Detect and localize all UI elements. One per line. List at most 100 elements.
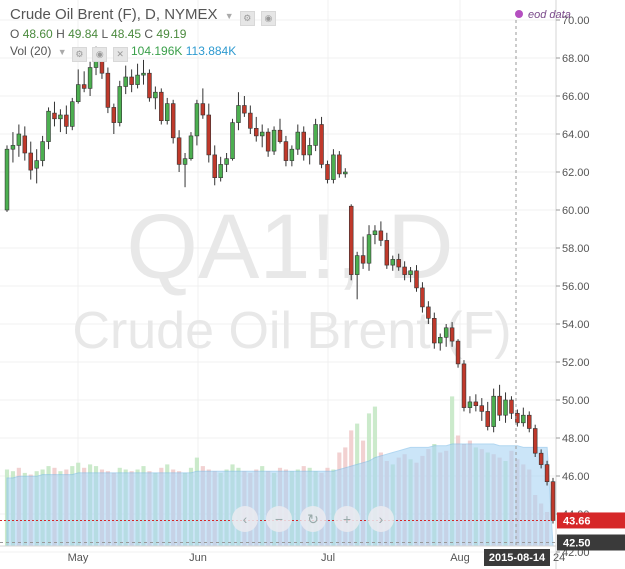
- candle: [366, 225, 372, 271]
- reset-view-button[interactable]: ↻: [300, 506, 326, 532]
- candle: [479, 398, 485, 421]
- candle: [129, 69, 134, 93]
- crosshair-date-label: 2015-08-14: [489, 552, 546, 564]
- candle-body: [218, 164, 223, 178]
- scroll-right-button[interactable]: ›: [368, 506, 394, 532]
- candle-body: [402, 266, 407, 275]
- candle-body: [348, 205, 354, 275]
- candle: [117, 80, 122, 127]
- candle: [170, 99, 176, 144]
- candle-body: [319, 124, 324, 165]
- scroll-left-button[interactable]: ‹: [232, 506, 258, 532]
- candle: [46, 107, 51, 150]
- candle-body: [515, 412, 520, 424]
- zoom-out-button[interactable]: −: [266, 506, 292, 532]
- candle-body: [34, 160, 39, 169]
- candle: [16, 124, 22, 157]
- candle-body: [212, 154, 217, 178]
- candle: [497, 384, 502, 421]
- candle-body: [497, 395, 502, 416]
- candle: [141, 59, 146, 85]
- candle-body: [277, 129, 283, 142]
- candle: [527, 411, 532, 433]
- candle-body: [87, 67, 93, 89]
- candle: [372, 225, 378, 245]
- candle-body: [147, 72, 152, 99]
- candle-body: [527, 414, 532, 429]
- candle-body: [200, 103, 206, 116]
- candle-body: [248, 112, 253, 129]
- candle-body: [111, 107, 117, 123]
- candle: [455, 339, 461, 368]
- close-value: 49.19: [156, 27, 187, 41]
- candle: [337, 151, 342, 178]
- candle-body: [426, 306, 431, 319]
- low-value: 48.45: [111, 27, 142, 41]
- ohlc-row: O 48.60 H 49.84 L 48.45 C 49.19: [10, 27, 186, 41]
- candle: [408, 267, 413, 283]
- candle-body: [467, 401, 473, 408]
- candle: [176, 130, 182, 172]
- open-label: O: [10, 27, 20, 41]
- candle: [443, 324, 449, 347]
- volume-dropdown-icon[interactable]: ▼: [57, 47, 67, 57]
- candle-body: [521, 414, 526, 424]
- candle-body: [236, 105, 241, 123]
- price-tick-label: 56.00: [562, 281, 590, 293]
- candle: [153, 86, 158, 110]
- candle-body: [301, 131, 306, 156]
- candle: [313, 118, 318, 152]
- crosshair-price-label: 42.50: [563, 538, 591, 550]
- zoom-in-button[interactable]: +: [334, 506, 360, 532]
- symbol-settings-icon[interactable]: ⚙: [239, 11, 255, 26]
- candle: [384, 232, 390, 269]
- candle: [467, 396, 473, 414]
- candle-body: [28, 152, 33, 171]
- volume-ma-value: 113.884K: [185, 44, 237, 58]
- candle: [4, 145, 10, 212]
- candle-body: [443, 327, 449, 338]
- candle-body: [331, 154, 336, 180]
- candle-body: [188, 135, 194, 159]
- candle-body: [117, 86, 122, 123]
- candle-body: [40, 141, 45, 161]
- candle-body: [313, 124, 318, 146]
- candle: [307, 137, 312, 165]
- price-tick-label: 48.00: [562, 433, 590, 445]
- title-dropdown-icon[interactable]: ▼: [224, 11, 234, 21]
- eod-data-indicator: eod data: [515, 9, 571, 21]
- candle-body: [485, 411, 490, 427]
- candle-body: [544, 464, 550, 483]
- candle-body: [455, 340, 461, 365]
- candle-body: [135, 74, 140, 85]
- candle-body: [165, 103, 170, 121]
- candle-body: [438, 336, 443, 344]
- candle: [52, 101, 57, 127]
- symbol-visibility-icon[interactable]: ◉: [260, 11, 276, 26]
- candle: [277, 118, 283, 144]
- time-tick-label: Aug: [450, 552, 470, 564]
- candle-body: [170, 103, 176, 139]
- candle-body: [259, 131, 265, 137]
- volume-visibility-icon[interactable]: ◉: [92, 47, 108, 62]
- last-price-badge: 43.66: [557, 512, 625, 529]
- price-tick-label: 64.00: [562, 129, 590, 141]
- candle: [206, 103, 212, 163]
- candle-body: [372, 230, 378, 235]
- candle-body: [159, 91, 164, 121]
- candle: [390, 255, 395, 271]
- volume-close-icon[interactable]: ✕: [112, 47, 128, 62]
- candle-body: [396, 259, 401, 268]
- volume-settings-icon[interactable]: ⚙: [71, 47, 87, 62]
- candle: [295, 124, 301, 155]
- high-value: 49.84: [68, 27, 99, 41]
- candle: [550, 477, 556, 524]
- candle-body: [538, 452, 544, 465]
- high-label: H: [56, 27, 65, 41]
- candle: [200, 88, 206, 119]
- candle-body: [58, 114, 63, 120]
- candle: [165, 97, 170, 125]
- price-tick-label: 58.00: [562, 243, 590, 255]
